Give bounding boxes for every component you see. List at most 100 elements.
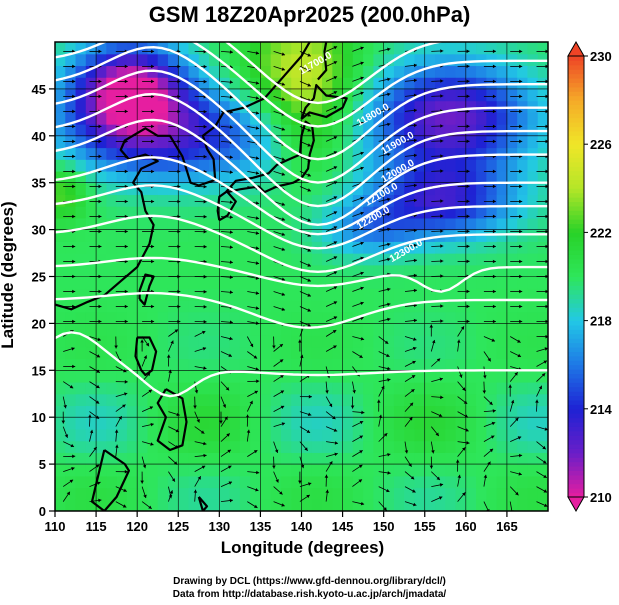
streamline-arrow: [308, 394, 312, 399]
colorbar-segment: [568, 492, 584, 498]
streamline-arrow: [413, 502, 417, 507]
streamline-arrow: [387, 471, 391, 475]
streamline-arrow: [359, 354, 363, 358]
streamline-arrow: [151, 274, 155, 279]
streamline-arrow: [360, 91, 364, 95]
streamline-arrow: [387, 152, 391, 157]
x-tick-label: 120: [126, 519, 148, 534]
streamline-arrow: [88, 414, 92, 418]
streamline-arrow: [72, 124, 76, 129]
colorbar-segment: [568, 470, 584, 476]
streamline-arrow: [519, 453, 523, 458]
streamline-arrow: [429, 465, 434, 469]
streamline-arrow: [177, 94, 181, 99]
streamline-arrow: [439, 377, 443, 381]
coastline: [156, 388, 188, 452]
streamline-arrow: [333, 151, 338, 155]
streamline-arrow: [464, 414, 469, 418]
colorbar-segment: [568, 347, 584, 352]
streamline-arrow: [298, 480, 302, 484]
streamline-arrow: [300, 354, 304, 359]
colorbar-segment: [568, 117, 584, 123]
streamline-arrow: [177, 64, 181, 69]
streamline-arrow: [333, 345, 337, 349]
streamline-arrow: [72, 109, 76, 114]
y-tick-label: 30: [32, 223, 46, 238]
streamline-arrow: [492, 259, 496, 264]
streamline-arrow: [227, 449, 231, 453]
streamline-arrow: [124, 229, 128, 234]
streamline-arrow: [466, 289, 470, 294]
streamline-arrow: [256, 470, 260, 475]
streamline-arrow: [383, 507, 387, 511]
height-contour: [55, 291, 548, 329]
streamline-arrow: [98, 214, 102, 219]
colorbar-segment: [568, 166, 584, 172]
streamline-arrow: [255, 276, 260, 280]
colorbar-segment: [568, 483, 584, 489]
streamline-arrow: [462, 447, 466, 451]
streamline-arrow: [508, 384, 512, 388]
streamline-arrow: [307, 128, 311, 132]
streamline-arrow: [466, 244, 470, 249]
streamline-arrow: [304, 447, 308, 451]
streamline-arrow: [229, 125, 233, 129]
colorbar-segment: [568, 100, 584, 106]
colorbar-tick-label: 230: [590, 49, 612, 64]
streamline-arrow: [333, 76, 338, 80]
streamline-arrow: [360, 256, 364, 261]
streamline-arrow: [279, 491, 283, 495]
streamline-arrow: [413, 78, 417, 83]
streamline-arrow: [519, 79, 523, 84]
streamline-arrow: [306, 429, 311, 433]
height-contour: [55, 42, 548, 128]
streamline-arrow: [466, 139, 470, 144]
streamline-arrow: [377, 399, 381, 403]
streamline-arrow: [229, 290, 233, 294]
streamline-arrow: [387, 302, 391, 307]
streamline-arrow: [150, 422, 154, 427]
streamline-arrow: [63, 405, 67, 409]
streamline-arrow: [358, 464, 363, 469]
streamline-arrow: [177, 229, 181, 234]
streamline-arrow: [519, 184, 523, 189]
streamline-arrow: [324, 474, 329, 478]
streamline-arrow: [281, 307, 285, 311]
streamline-arrow: [545, 244, 548, 249]
colorbar-segment: [568, 153, 584, 158]
streamline-arrow: [71, 467, 75, 471]
colorbar-segment: [568, 157, 584, 163]
streamline-arrow: [281, 503, 285, 507]
streamline-arrow: [72, 154, 76, 159]
streamline-arrow: [281, 202, 285, 206]
streamline-arrow: [228, 481, 232, 485]
streamline-arrow: [71, 347, 75, 351]
streamline-arrow: [124, 392, 128, 396]
x-tick-label: 165: [496, 519, 518, 534]
streamline-arrow: [360, 46, 364, 50]
streamline-arrow: [360, 166, 364, 171]
streamline-arrow: [465, 428, 469, 432]
streamline-arrow: [174, 445, 179, 449]
streamline-arrow: [325, 489, 329, 493]
streamline-arrow: [177, 259, 181, 264]
streamline-arrow: [413, 153, 417, 158]
streamline-arrow: [545, 49, 548, 54]
colorbar-tick-label: 218: [590, 314, 612, 329]
streamline-arrow: [142, 464, 147, 469]
coastline: [317, 42, 328, 81]
streamline-arrow: [360, 301, 364, 306]
streamline-arrow: [308, 482, 312, 486]
streamline-arrow: [151, 139, 155, 144]
streamline-arrow: [492, 319, 496, 324]
streamline-arrow: [360, 337, 365, 341]
streamline-arrow: [72, 364, 76, 369]
streamline-arrow: [545, 79, 548, 84]
streamline-arrow: [545, 289, 548, 294]
streamline-arrow: [229, 110, 233, 114]
colorbar-segment: [568, 135, 584, 141]
streamline-arrow: [98, 244, 102, 249]
streamline-arrow: [203, 184, 207, 189]
streamline-arrow: [333, 211, 338, 215]
streamline-arrow: [146, 372, 151, 377]
